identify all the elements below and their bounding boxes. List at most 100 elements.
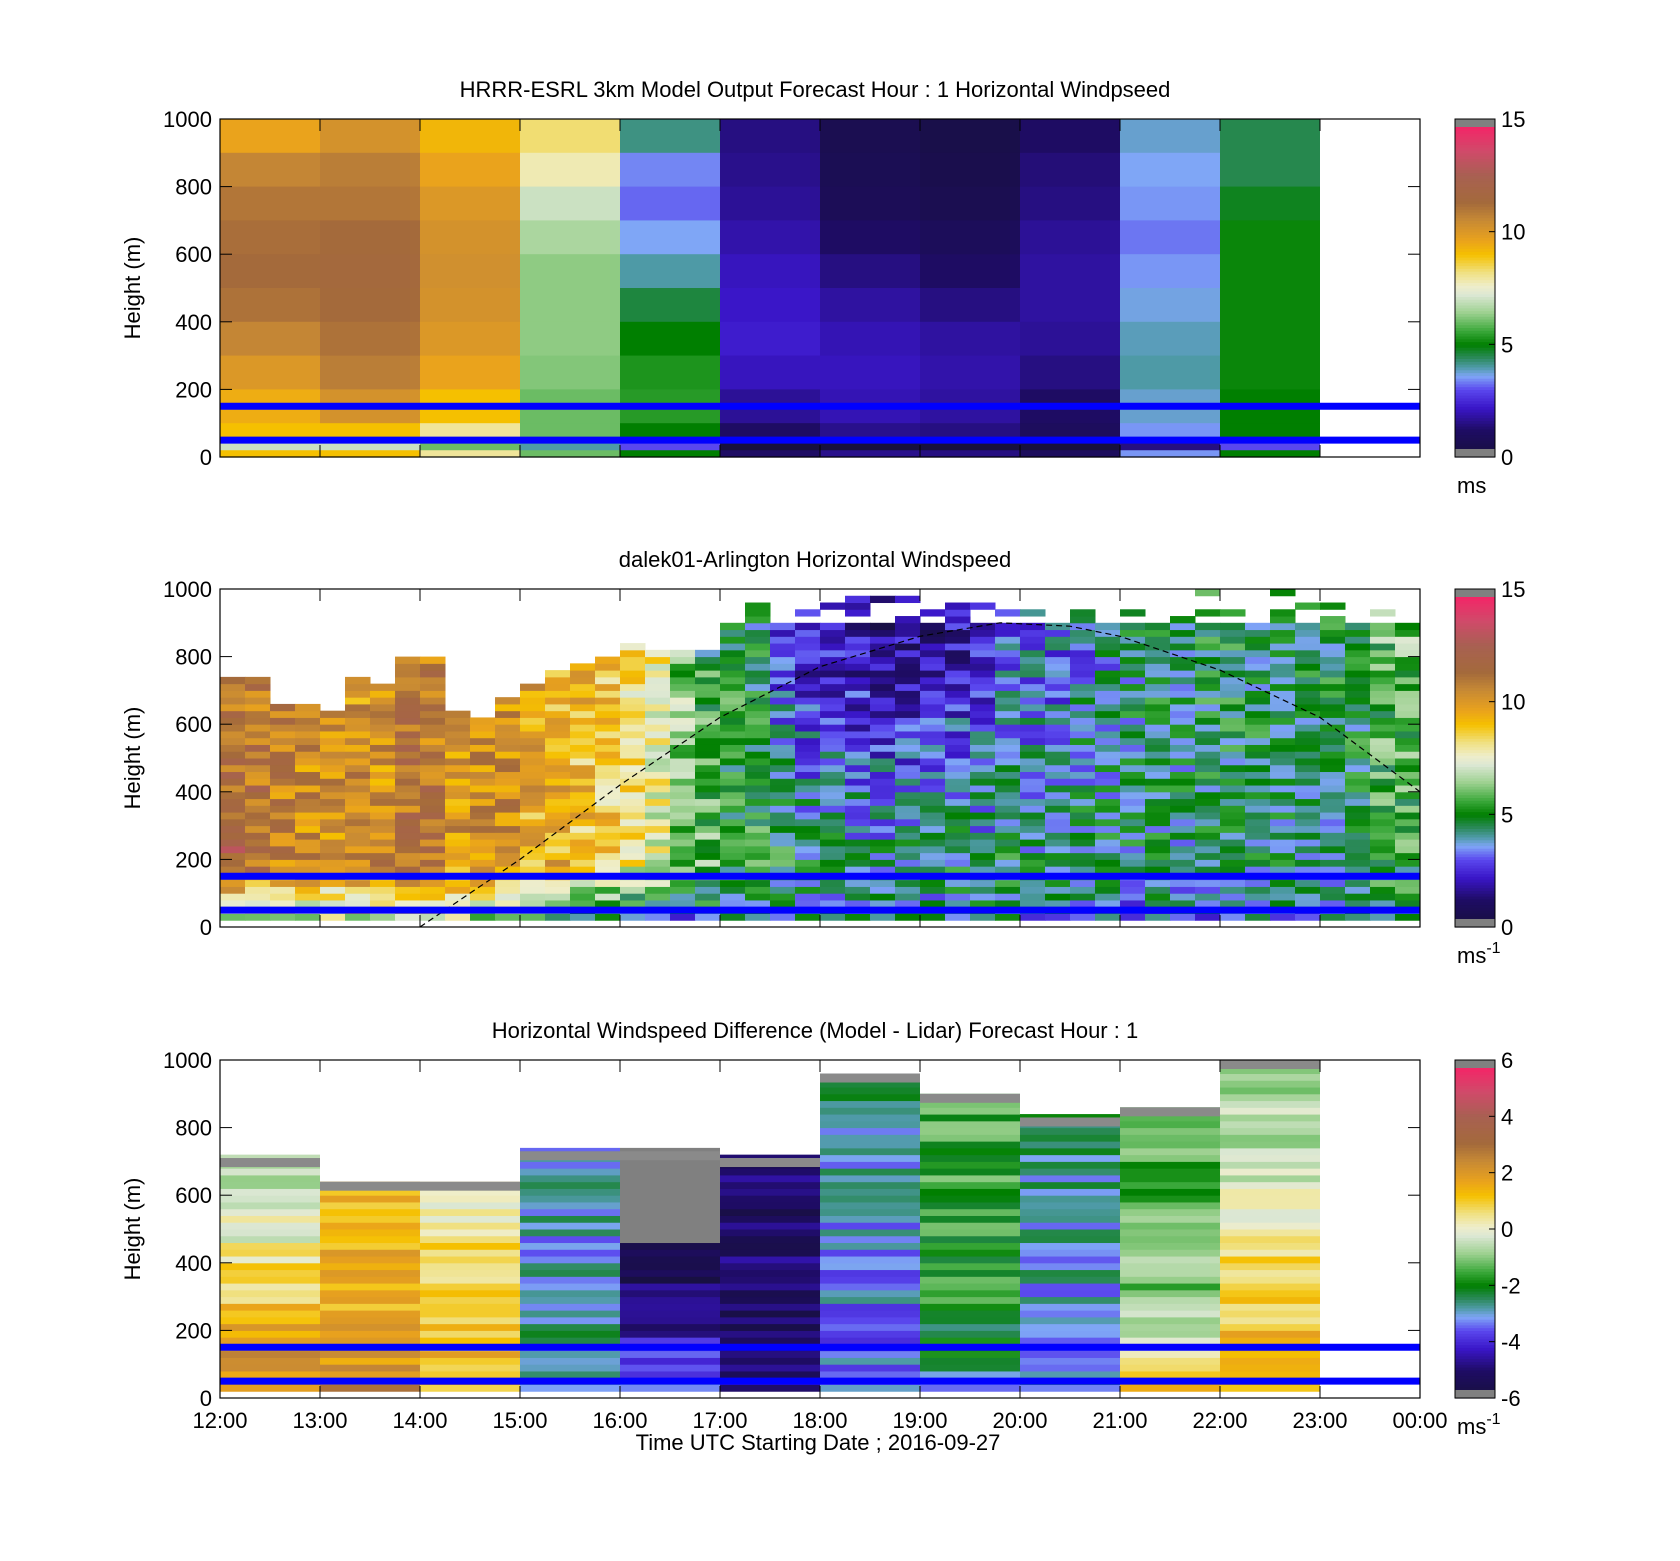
heatmap-cell bbox=[1220, 649, 1246, 658]
heatmap-cell bbox=[895, 697, 921, 705]
heatmap-cell bbox=[1020, 1168, 1120, 1176]
heatmap-cell bbox=[320, 812, 346, 820]
heatmap-cell bbox=[420, 254, 520, 289]
heatmap-cell bbox=[1345, 703, 1371, 712]
heatmap-cell bbox=[245, 751, 271, 759]
heatmap-cell bbox=[1295, 663, 1321, 671]
heatmap-cell bbox=[520, 220, 620, 255]
heatmap-cell bbox=[1220, 703, 1246, 712]
heatmap-cell bbox=[370, 812, 396, 820]
heatmap-cell bbox=[745, 697, 771, 705]
colorbar-segment bbox=[1455, 707, 1495, 711]
heatmap-cell bbox=[995, 609, 1021, 617]
heatmap-cell bbox=[570, 758, 596, 766]
colorbar-segment bbox=[1455, 890, 1495, 894]
heatmap-cell bbox=[1120, 1120, 1220, 1129]
heatmap-cell bbox=[1070, 724, 1096, 732]
heatmap-cell bbox=[1120, 1201, 1220, 1210]
heatmap-cell bbox=[620, 220, 720, 255]
heatmap-cell bbox=[795, 649, 821, 658]
heatmap-cell bbox=[995, 859, 1021, 867]
heatmap-cell bbox=[1020, 751, 1046, 759]
heatmap-cell bbox=[645, 785, 671, 793]
heatmap-cell bbox=[870, 717, 896, 725]
heatmap-cell bbox=[1020, 1296, 1120, 1304]
heatmap-cell bbox=[1245, 913, 1271, 921]
colorbar-tick-label: -2 bbox=[1501, 1273, 1521, 1298]
heatmap-cell bbox=[420, 886, 446, 894]
heatmap-cell bbox=[420, 818, 446, 827]
heatmap-cell bbox=[1120, 1370, 1220, 1379]
colorbar-segment bbox=[1455, 904, 1495, 908]
heatmap-cell bbox=[1145, 893, 1171, 901]
heatmap-cell bbox=[1195, 751, 1221, 759]
heatmap-cell bbox=[1095, 663, 1121, 671]
heatmap-cell bbox=[620, 771, 646, 779]
heatmap-cell bbox=[1020, 730, 1046, 739]
heatmap-cell bbox=[970, 744, 996, 752]
heatmap-cell bbox=[1245, 812, 1271, 820]
heatmap-cell bbox=[595, 845, 621, 854]
heatmap-cell bbox=[695, 676, 721, 685]
heatmap-cell bbox=[220, 1337, 320, 1345]
heatmap-cell bbox=[920, 1201, 1020, 1210]
heatmap-cell bbox=[1295, 764, 1321, 773]
heatmap-cell bbox=[220, 1229, 320, 1237]
heatmap-cell bbox=[345, 778, 371, 786]
heatmap-cell bbox=[1170, 724, 1196, 732]
heatmap-cell bbox=[1020, 764, 1046, 773]
colorbar-segment bbox=[1455, 234, 1495, 238]
heatmap-cell bbox=[695, 866, 721, 874]
colorbar-segment bbox=[1455, 766, 1495, 770]
heatmap-cell bbox=[1120, 1330, 1220, 1338]
heatmap-cell bbox=[695, 859, 721, 867]
heatmap-cell bbox=[1195, 771, 1221, 779]
heatmap-cell bbox=[220, 1269, 320, 1277]
heatmap-cell bbox=[395, 805, 421, 813]
heatmap-cell bbox=[845, 893, 871, 901]
colorbar-segment bbox=[1455, 659, 1495, 663]
colorbar-segment bbox=[1455, 1161, 1495, 1165]
heatmap-cell bbox=[745, 609, 771, 617]
heatmap-cell bbox=[895, 643, 921, 651]
heatmap-cell bbox=[795, 636, 821, 644]
heatmap-cell bbox=[970, 859, 996, 867]
heatmap-cell bbox=[695, 724, 721, 732]
heatmap-cell bbox=[1120, 879, 1146, 887]
heatmap-cell bbox=[1220, 1364, 1320, 1372]
heatmap-cell bbox=[1095, 771, 1121, 779]
heatmap-cell bbox=[1270, 636, 1296, 644]
heatmap-cell bbox=[245, 744, 271, 752]
heatmap-cell bbox=[920, 724, 946, 732]
heatmap-cell bbox=[620, 649, 646, 658]
heatmap-cell bbox=[1195, 663, 1221, 671]
heatmap-cell bbox=[895, 825, 921, 833]
heatmap-cell bbox=[770, 622, 796, 631]
heatmap-cell bbox=[1120, 663, 1146, 671]
colorbar-segment bbox=[1455, 1175, 1495, 1179]
colorbar-segment bbox=[1455, 800, 1495, 804]
heatmap-cell bbox=[695, 812, 721, 820]
heatmap-cell bbox=[395, 791, 421, 800]
heatmap-cell bbox=[1020, 791, 1046, 800]
heatmap-cell bbox=[795, 683, 821, 691]
heatmap-cell bbox=[420, 288, 520, 323]
heatmap-cell bbox=[395, 818, 421, 827]
heatmap-cell bbox=[1320, 879, 1346, 887]
heatmap-cell bbox=[620, 1303, 720, 1311]
heatmap-cell bbox=[1120, 1249, 1220, 1257]
colorbar-segment bbox=[1455, 848, 1495, 852]
heatmap-cell bbox=[620, 899, 646, 908]
heatmap-cell bbox=[720, 355, 820, 390]
heatmap-cell bbox=[220, 1364, 320, 1372]
heatmap-cell bbox=[945, 717, 971, 725]
heatmap-cell bbox=[1120, 1215, 1220, 1223]
colorbar-cap-low bbox=[1455, 919, 1495, 927]
heatmap-cell bbox=[1220, 1154, 1320, 1162]
heatmap-cell bbox=[895, 690, 921, 698]
heatmap-cell bbox=[370, 771, 396, 779]
heatmap-cell bbox=[1120, 764, 1146, 773]
heatmap-cell bbox=[720, 1289, 820, 1298]
heatmap-cell bbox=[520, 1174, 620, 1183]
